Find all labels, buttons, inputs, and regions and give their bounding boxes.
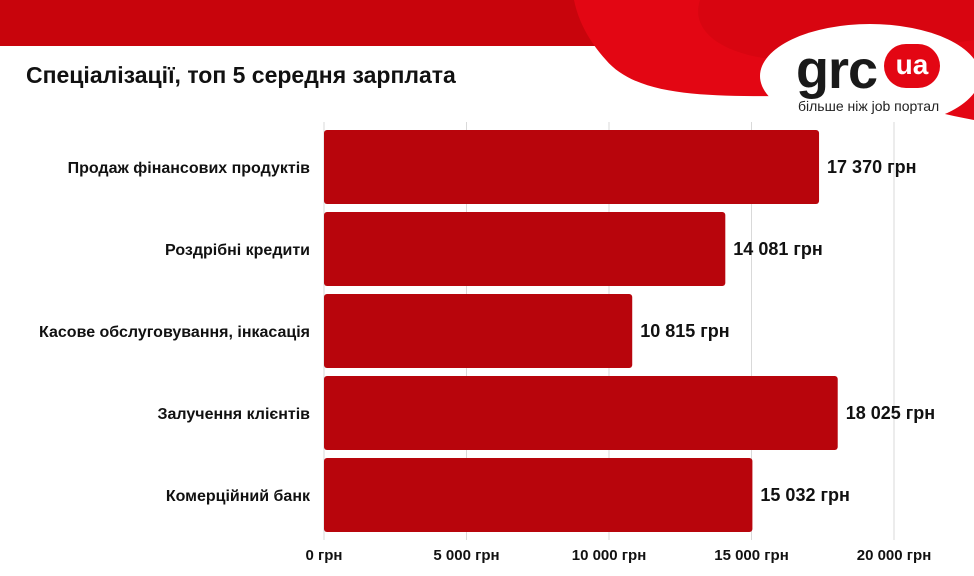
labels: 0 грн 5 000 грн 10 000 грн 15 000 грн 20 000…	[39, 157, 935, 564]
bar	[324, 376, 838, 450]
bar	[324, 294, 633, 368]
category-label: Комерційний банк	[166, 488, 311, 505]
grc-logo: grc ua більше ніж job портал	[792, 38, 942, 118]
bar	[324, 130, 820, 204]
category-label: Залучення клієнтів	[158, 406, 311, 423]
x-tick-label: 5 000 грн	[433, 547, 499, 564]
x-tick-label: 10 000 грн	[572, 547, 647, 564]
x-tick-label: 20 000 грн	[857, 547, 932, 564]
category-label: Продаж фінансових продуктів	[68, 160, 311, 177]
bar	[324, 458, 753, 532]
value-label: 10 815 грн	[640, 321, 729, 341]
value-label: 18 025 грн	[846, 403, 935, 423]
category-label: Роздрібні кредити	[165, 242, 310, 259]
top-red-banner	[0, 0, 620, 46]
bars	[324, 130, 838, 532]
chart-title: Спеціалізації, топ 5 середня зарплата	[26, 62, 456, 88]
value-label: 17 370 грн	[827, 157, 916, 177]
value-label: 14 081 грн	[733, 239, 822, 259]
x-tick-label: 0 грн	[306, 547, 343, 564]
x-tick-label: 15 000 грн	[714, 547, 789, 564]
logo-tagline: більше ніж job портал	[798, 98, 940, 114]
logo-word: grc	[796, 40, 878, 100]
bar	[324, 212, 726, 286]
value-label: 15 032 грн	[760, 485, 849, 505]
category-label: Касове обслуговування, інкасація	[39, 324, 310, 341]
logo-badge: ua	[884, 44, 940, 88]
